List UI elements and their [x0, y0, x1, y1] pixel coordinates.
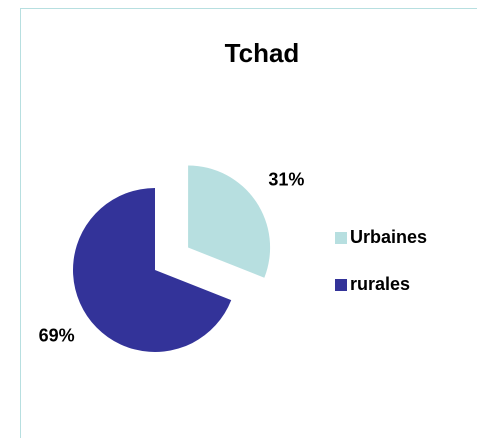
pie-slice [188, 165, 271, 278]
pie-slice [72, 188, 232, 352]
chart-title: Tchad [225, 38, 300, 68]
legend-label: Urbaines [350, 227, 427, 247]
data-label: 31% [268, 169, 304, 189]
legend-swatch [335, 232, 347, 244]
legend-label: rurales [350, 274, 410, 294]
legend-swatch [335, 279, 347, 291]
data-label: 69% [39, 326, 75, 346]
